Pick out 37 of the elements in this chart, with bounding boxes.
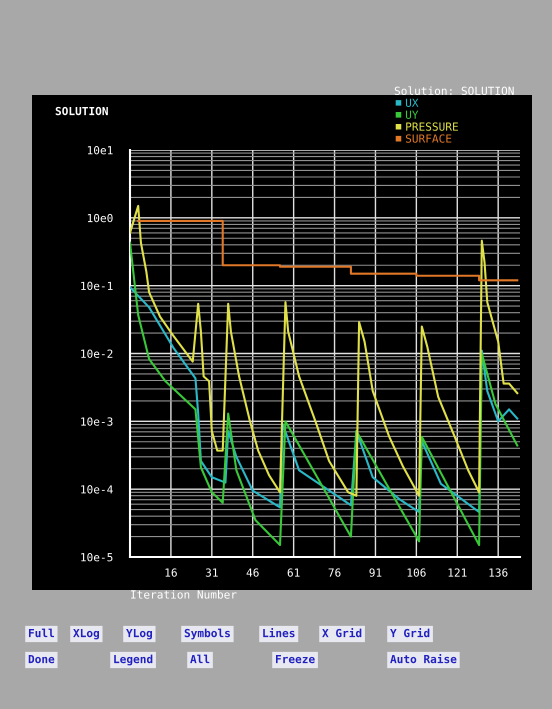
line-series <box>130 204 518 497</box>
y-tick-label: 10e-3 <box>81 417 112 426</box>
y-tick-label: 10e0 <box>88 214 113 222</box>
y-tick-label: 10e-4 <box>81 485 113 494</box>
chart-title: SOLUTION <box>56 106 108 116</box>
x-tick-label: 106 <box>408 568 426 577</box>
text: Lines <box>263 628 295 638</box>
text: Legend <box>114 654 152 666</box>
y-tick-label: 10e1 <box>88 146 113 154</box>
x-tick-label: 76 <box>328 568 341 577</box>
x-axis-title: Iteration Number <box>131 590 237 599</box>
text: All <box>190 654 210 664</box>
x-tick-label: 31 <box>206 568 218 577</box>
legend-label: SURFACE <box>406 134 452 143</box>
text: Auto Raise <box>390 654 456 664</box>
y-tick-label: 10e-1 <box>81 282 113 290</box>
text: Symbols <box>184 628 230 640</box>
line-series <box>130 242 518 546</box>
legend-title: Solution: SOLUTION <box>394 86 514 96</box>
x-tick-label: 16 <box>166 568 177 577</box>
text: XLog <box>73 628 100 640</box>
x-tick-label: 61 <box>288 568 300 577</box>
text: Y Grid <box>390 628 430 638</box>
x-tick-label: 46 <box>246 568 259 577</box>
x-tick-label: 91 <box>369 568 382 577</box>
text: YLog <box>126 628 152 640</box>
y-tick-label: 10e-2 <box>81 350 112 358</box>
text: X Grid <box>322 628 362 638</box>
legend-label: UY <box>406 110 418 119</box>
y-tick-label: 10e-5 <box>81 553 112 562</box>
legend-label: UX <box>406 98 418 107</box>
text: Freeze <box>276 654 315 664</box>
text: Done <box>28 654 54 664</box>
x-tick-label: 136 <box>489 568 508 577</box>
text: Full <box>28 628 54 638</box>
legend-label: PRESSURE <box>406 122 458 131</box>
x-tick-label: 121 <box>448 568 467 577</box>
